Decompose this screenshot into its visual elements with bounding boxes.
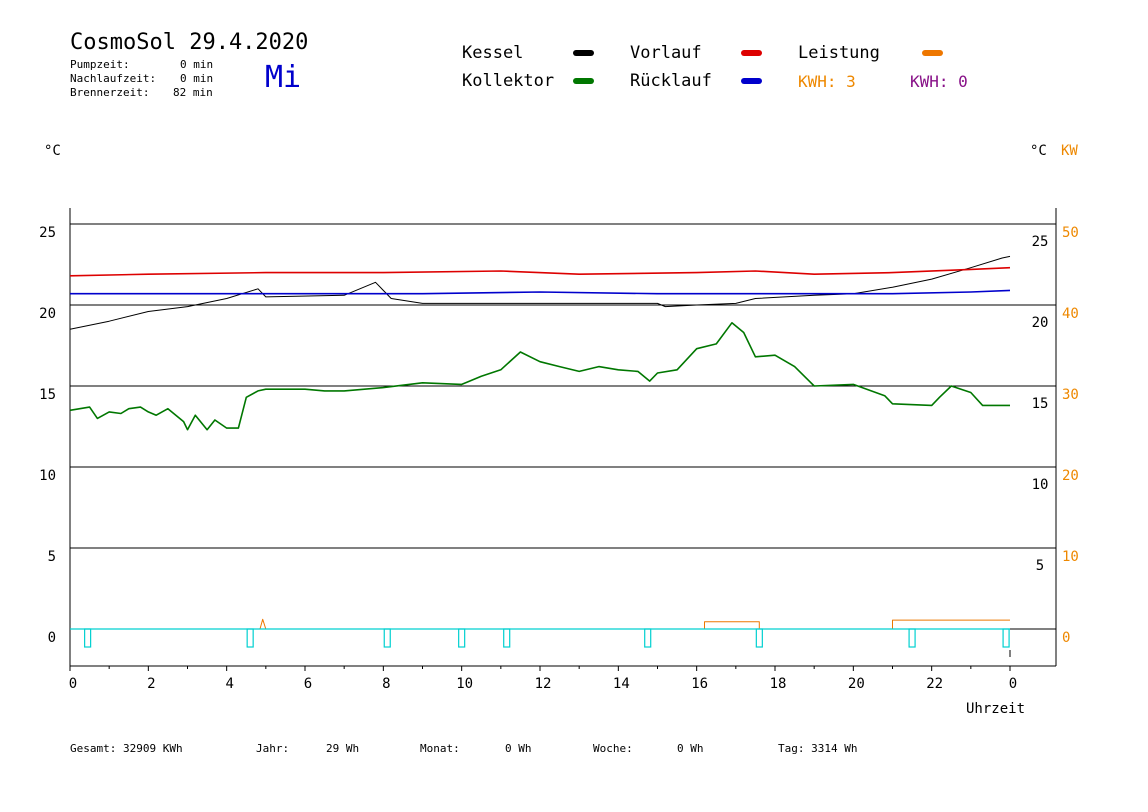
info-pumpzeit: Pumpzeit: 0 min: [70, 58, 213, 71]
stat-value: 32909 KWh: [122, 742, 183, 755]
pump-pulse: [908, 628, 916, 648]
unit-right-c: °C: [1030, 143, 1047, 159]
stat-tag: Tag: 3314 Wh: [778, 742, 857, 755]
x-tick-label: 14: [613, 676, 630, 692]
y-tick-label-left: 25: [39, 225, 56, 241]
x-tick-label: 6: [304, 676, 312, 692]
unit-right-kw: KW: [1061, 143, 1078, 159]
series-line-kessel: [69, 255, 1011, 330]
info-value: 82 min: [173, 86, 213, 99]
x-tick-label: 22: [926, 676, 943, 692]
y-tick-label-left: 15: [39, 387, 56, 403]
unit-left: °C: [44, 143, 61, 159]
series-line-ruecklauf: [70, 289, 1011, 295]
kwh-value-2: KWH: 0: [910, 72, 968, 91]
stat-label: Monat:: [420, 742, 460, 755]
x-tick-label: 0: [69, 676, 77, 692]
stat-monat: Monat: 0 Wh: [420, 742, 532, 755]
pump-pulse: [1002, 628, 1010, 648]
y-tick-label-right-kw: 20: [1062, 468, 1079, 484]
y-tick-label-right-kw: 50: [1062, 225, 1079, 241]
series-line-kollektor: [69, 321, 1010, 431]
y-tick-label-right-kw: 10: [1062, 549, 1079, 565]
stat-value: 3314 Wh: [811, 742, 858, 755]
legend-swatch-ruecklauf: [741, 78, 762, 84]
x-tick-label: 2: [147, 676, 155, 692]
weekday-label: Mi: [265, 60, 302, 95]
info-label: Nachlaufzeit:: [70, 72, 157, 85]
x-axis-label: Uhrzeit: [966, 701, 1026, 717]
stat-label: Jahr:: [256, 742, 290, 755]
y-tick-label-right-c: 10: [1032, 477, 1049, 493]
info-value: 0 min: [180, 72, 214, 85]
x-tick-label: 16: [691, 676, 708, 692]
stat-woche: Woche: 0 Wh: [593, 742, 704, 755]
stat-jahr: Jahr: 29 Wh: [256, 742, 359, 755]
x-tick-label: 12: [535, 676, 552, 692]
y-tick-label-left: 0: [48, 630, 56, 646]
stat-label: Tag:: [778, 742, 805, 755]
legend-swatch-vorlauf: [741, 50, 762, 56]
pump-pulse: [246, 628, 254, 648]
legend-swatch-leistung: [922, 50, 943, 56]
x-tick-label: 4: [225, 676, 233, 692]
info-value: 0 min: [180, 58, 214, 71]
stat-value: 0 Wh: [677, 742, 704, 755]
series-line-vorlauf: [69, 266, 1011, 277]
kwh-value-1: KWH: 3: [798, 72, 856, 91]
x-tick-label: 10: [456, 676, 473, 692]
legend-kollektor: Kollektor: [462, 71, 555, 91]
legend-ruecklauf: Rücklauf: [630, 71, 712, 91]
info-brennerzeit: Brennerzeit: 82 min: [70, 86, 213, 99]
y-tick-label-right-kw: 30: [1062, 387, 1079, 403]
x-tick-label: 20: [848, 676, 865, 692]
stat-gesamt: Gesamt: 32909 KWh: [70, 742, 183, 755]
y-tick-label-right-c: 20: [1032, 315, 1049, 331]
pump-pulse: [84, 628, 92, 648]
chart-title: CosmoSol 29.4.2020: [70, 30, 309, 55]
legend-leistung: Leistung: [798, 43, 880, 63]
y-tick-label-right-c: 5: [1036, 558, 1044, 574]
info-nachlaufzeit: Nachlaufzeit: 0 min: [70, 72, 213, 85]
pump-pulse: [755, 628, 763, 648]
stat-value: 0 Wh: [505, 742, 532, 755]
x-tick-label: 0: [1009, 676, 1017, 692]
legend-kessel: Kessel: [462, 43, 524, 63]
stat-label: Gesamt:: [70, 742, 117, 755]
legend-swatch-kessel: [573, 50, 594, 56]
y-tick-label-right-c: 25: [1032, 234, 1049, 250]
series-line-leistung: [70, 618, 1010, 630]
x-tick-label: 18: [770, 676, 787, 692]
pump-pulse: [644, 628, 652, 648]
legend-swatch-kollektor: [573, 78, 594, 84]
y-tick-label-right-kw: 40: [1062, 306, 1079, 322]
stat-value: 29 Wh: [326, 742, 360, 755]
y-tick-label-right-kw: 0: [1062, 630, 1070, 646]
info-label: Pumpzeit:: [70, 58, 130, 71]
y-tick-label-left: 20: [39, 306, 56, 322]
legend-vorlauf: Vorlauf: [630, 43, 702, 63]
y-tick-label-left: 5: [48, 549, 56, 565]
pump-pulse: [383, 628, 391, 648]
stat-label: Woche:: [593, 742, 633, 755]
y-tick-label-right-c: 15: [1032, 396, 1049, 412]
info-label: Brennerzeit:: [70, 86, 150, 99]
pump-pulse: [458, 628, 466, 648]
pump-pulse: [503, 628, 511, 648]
y-tick-label-left: 10: [39, 468, 56, 484]
x-tick-label: 8: [382, 676, 390, 692]
